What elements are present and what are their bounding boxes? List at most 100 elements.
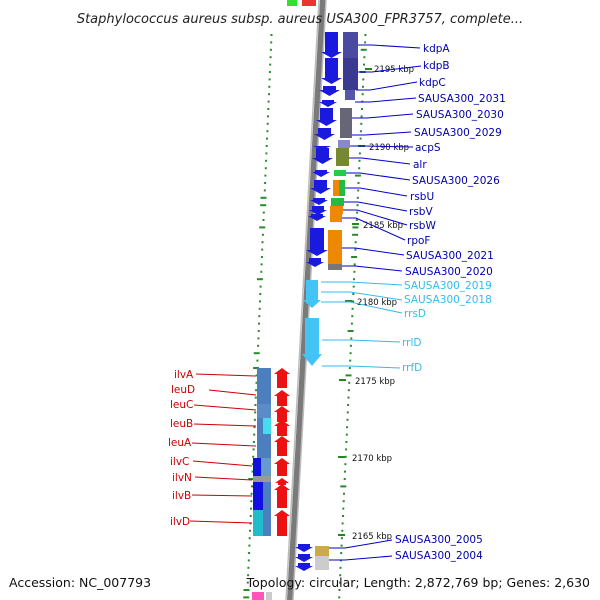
gc-dot: [255, 381, 258, 384]
gc-dot: [364, 41, 367, 44]
gc-dot: [357, 182, 360, 184]
gc-dot: [346, 411, 349, 414]
gene-arrow-kdpA: [321, 32, 342, 58]
gc-dot: [265, 145, 268, 147]
gene-arrow-ilvB: [274, 484, 290, 508]
gc-dot: [340, 537, 343, 540]
gc-dot: [253, 426, 256, 429]
gc-dot: [256, 278, 263, 281]
gc-dot: [258, 322, 260, 325]
gc-dot: [354, 248, 357, 251]
gc-dot: [251, 470, 254, 473]
gc-dot: [260, 204, 267, 207]
gc-dot: [346, 426, 349, 429]
gene-arrow-rrlD: [302, 318, 322, 366]
gene-label-sausa300-2026: SAUSA300_2026: [412, 175, 500, 187]
gc-dot: [246, 581, 249, 584]
gc-dot: [342, 507, 345, 510]
gc-dot: [352, 285, 355, 288]
gc-dot: [360, 48, 367, 51]
tick-label: 2165 kbp: [352, 532, 392, 542]
gc-skew-track: [243, 34, 367, 599]
gene-label-rsbU: rsbU: [410, 191, 434, 203]
gc-dot: [350, 322, 353, 325]
gene-label-rpoF: rpoF: [407, 235, 430, 247]
gc-dot: [266, 137, 268, 140]
gene-arrow-leuD: [274, 390, 290, 406]
gc-dot: [253, 352, 260, 355]
tick-label: 2175 kbp: [355, 377, 395, 387]
gene-label-sausa300-2018: SAUSA300_2018: [404, 294, 492, 306]
gc-dot: [247, 566, 250, 569]
gene-label-rsbW: rsbW: [409, 220, 436, 232]
gene-label-kdpA: kdpA: [423, 43, 450, 55]
gc-dot: [345, 448, 348, 451]
tick-label: 2180 kbp: [357, 298, 397, 308]
gc-dot: [359, 137, 362, 140]
gc-dot: [249, 515, 252, 517]
gene-arrow-2021: [306, 228, 328, 256]
gene-arrow-leuA: [274, 436, 290, 456]
gc-dot: [351, 256, 358, 258]
gene-label-leuD: leuD: [171, 384, 195, 396]
gene-label-alr: alr: [413, 159, 427, 171]
gc-dot: [261, 241, 264, 244]
gc-dot: [248, 478, 255, 480]
gene-label-sausa300-2021: SAUSA300_2021: [406, 250, 494, 262]
gc-dot: [361, 108, 363, 110]
gene-label-ilvC: ilvC: [170, 456, 189, 468]
accession-text: Accession: NC_007793: [9, 575, 151, 590]
gc-dot: [349, 352, 352, 355]
gene-arrow-kdpC: [319, 86, 340, 96]
gc-dot: [262, 211, 265, 214]
gene-label-leuC: leuC: [170, 399, 193, 411]
gene-arrow-rrsD: [303, 280, 321, 308]
minus-strand-genes: [253, 368, 290, 536]
gene-label-sausa300-2029: SAUSA300_2029: [414, 127, 502, 139]
gc-dot: [348, 381, 351, 384]
tick-label: 2190 kbp: [369, 143, 409, 153]
gc-dot: [362, 78, 365, 81]
gc-dot: [248, 552, 251, 554]
gc-dot: [350, 337, 353, 340]
gc-dot: [358, 152, 361, 155]
gc-dot: [347, 330, 354, 332]
gene-arrow-leuB: [274, 420, 290, 436]
gc-dot: [251, 463, 254, 466]
gc-dot: [269, 48, 272, 51]
gene-label-ilvN: ilvN: [172, 472, 192, 484]
gc-dot: [253, 367, 260, 369]
gc-dot: [256, 359, 259, 362]
gene-label-rrsD: rrsD: [404, 308, 426, 320]
gc-dot: [358, 167, 361, 170]
gc-dot: [251, 485, 253, 488]
gc-dot: [266, 122, 269, 125]
gc-dot: [269, 56, 272, 59]
gc-dot: [264, 182, 267, 184]
gc-dot: [248, 537, 251, 540]
gc-dot: [357, 189, 360, 192]
gc-dot: [356, 211, 359, 214]
gc-dot: [343, 492, 345, 495]
gc-dot: [265, 152, 268, 155]
topology-text: Topology: circular; Length: 2,872,769 bp…: [246, 575, 590, 590]
gene-arrow-2020: [306, 258, 324, 267]
gc-dot: [255, 374, 258, 377]
gene-arrow-ilvN: [275, 478, 289, 485]
gc-dot: [258, 307, 261, 310]
gc-dot: [344, 463, 347, 466]
gc-dot: [364, 34, 367, 36]
gene-arrow-2003: [295, 563, 313, 571]
gene-label-sausa300-2031: SAUSA300_2031: [418, 93, 506, 105]
gc-dot: [247, 574, 250, 577]
gene-arrow-rsbU: [310, 180, 331, 194]
gene-arrow-2005: [295, 544, 313, 552]
gc-dot: [363, 56, 366, 59]
gc-dot: [345, 374, 352, 377]
gene-arrow-leuC: [274, 406, 290, 422]
gc-dot: [352, 233, 359, 236]
gc-dot: [339, 566, 342, 569]
gene-label-ilvD: ilvD: [170, 516, 190, 528]
